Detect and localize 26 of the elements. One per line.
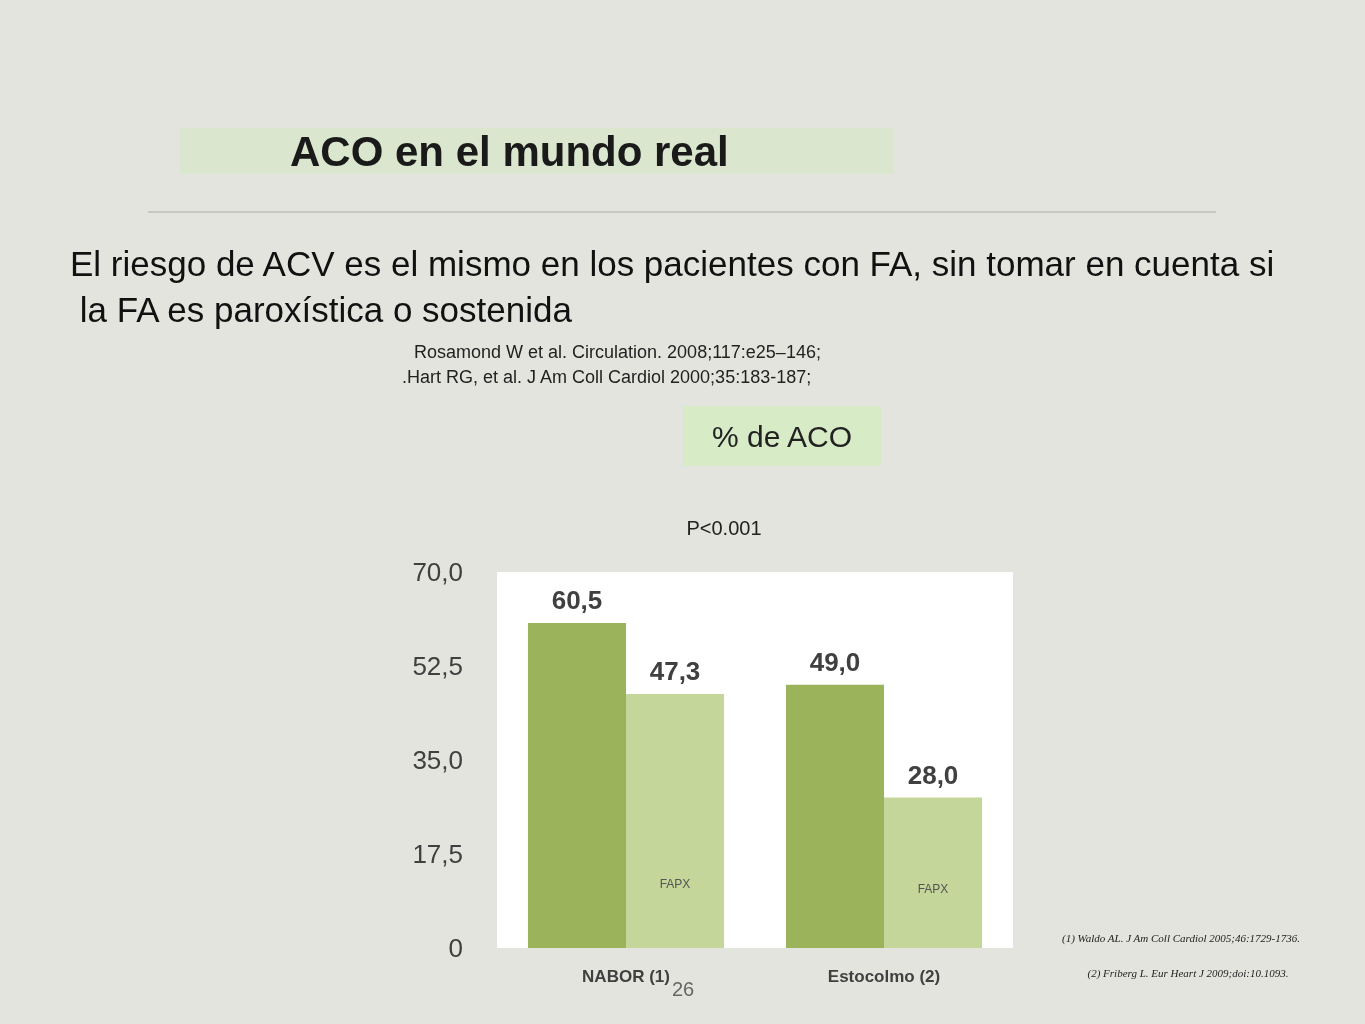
- text: 26: [671, 978, 695, 1000]
- y-tick-label: 35,0: [412, 745, 463, 775]
- data-label: 47,3: [649, 655, 701, 686]
- annotation: FAPX: [917, 881, 949, 896]
- text: (1) Waldo AL. J Am Coll Cardiol 2005;46:1729-1736.: [1061, 932, 1301, 945]
- data-label: 49,0: [809, 646, 861, 677]
- bar: [626, 693, 725, 948]
- annotation: FAPX: [659, 876, 691, 891]
- y-tick-label: 70,0: [412, 557, 463, 587]
- y-tick-label: 52,5: [412, 651, 463, 681]
- text: (2) Friberg L. Eur Heart J 2009;doi:10.1093.: [1087, 967, 1289, 980]
- y-tick-label: 0: [448, 933, 463, 963]
- text: % de ACO: [711, 419, 853, 453]
- chart-title: ACO en el mundo real: [290, 127, 729, 175]
- data-label: 28,0: [907, 759, 959, 790]
- bar: [884, 797, 983, 948]
- bar: [785, 684, 884, 948]
- text: P<0.001: [686, 517, 762, 539]
- bar: [527, 623, 626, 948]
- data-label: 60,5: [551, 585, 603, 616]
- chart-subtitle: El riesgo de ACV es el mismo en los pacientes con FA, sin tomar en cuenta si la FA es paroxística o sostenida: [70, 243, 1275, 329]
- text: Rosamond W et al. Circulation. 2008;117:e25–146;: [414, 342, 821, 362]
- text: .Hart RG, et al. J Am Coll Cardiol 2000;35:183-187;: [402, 367, 812, 387]
- y-tick-label: 17,5: [412, 839, 463, 869]
- x-tick-label: NABOR (1): [582, 967, 670, 986]
- x-tick-label: Estocolmo (2): [827, 967, 941, 986]
